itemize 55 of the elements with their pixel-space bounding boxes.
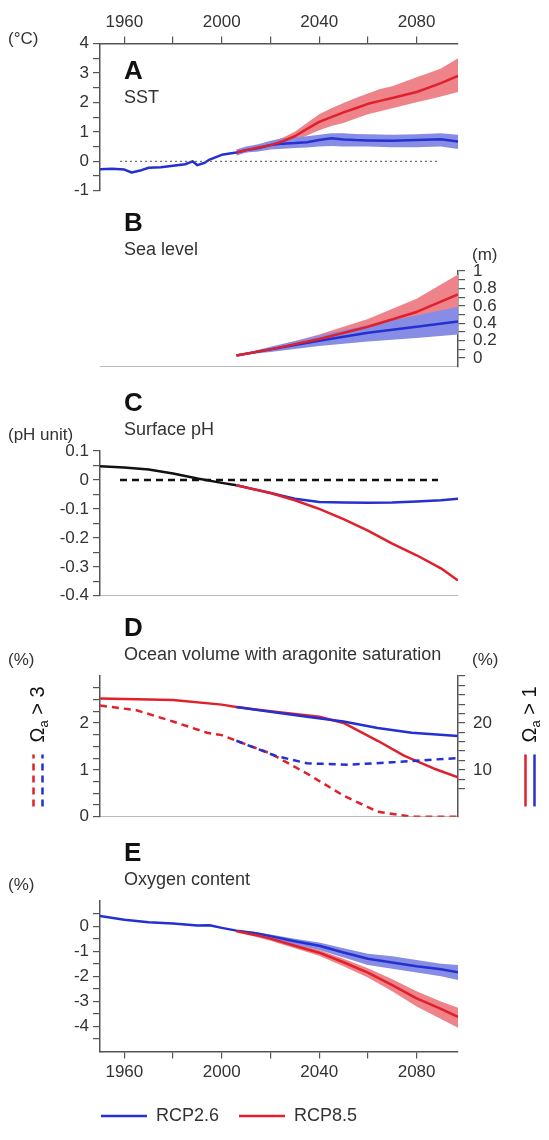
y-axis-title: (%) <box>8 649 35 669</box>
y-tick-label: -4 <box>73 1016 89 1036</box>
y-axis-title: (%) <box>8 874 35 894</box>
y-tick-label: 2 <box>79 712 89 732</box>
x-tick-label: 2040 <box>300 1062 339 1082</box>
text: SST <box>124 87 160 108</box>
y2-tick-label: 10 <box>473 759 492 779</box>
y-tick-label: 0 <box>79 151 89 171</box>
y2-tick-label: 0.6 <box>473 295 497 315</box>
y-tick-label: -0.4 <box>59 585 89 605</box>
chart-subtitle: Ocean volume with aragonite saturation <box>124 644 442 664</box>
y-tick-label: 0 <box>79 806 89 826</box>
y2-axis-title: (m) <box>472 244 498 264</box>
chart-subtitle: Surface pH <box>124 419 215 439</box>
x-tick-label: 1960 <box>105 11 144 31</box>
text: A <box>124 55 143 86</box>
y-tick-label: -1 <box>73 180 89 200</box>
y-tick-label: -3 <box>73 991 89 1011</box>
y-tick-label: -0.1 <box>59 498 89 518</box>
chart-title: B <box>124 207 143 237</box>
y-axis-title: (pH unit) <box>8 424 74 444</box>
y2-tick-label: 20 <box>473 712 492 732</box>
y2-tick-label: 0.8 <box>473 278 497 298</box>
x-tick-label: 2040 <box>300 11 339 31</box>
text: Ωa > 1 <box>517 686 543 743</box>
y2-axis-title: (%) <box>472 649 499 669</box>
x-tick-label: 2000 <box>202 11 241 31</box>
x-tick-label: 1960 <box>105 1062 144 1082</box>
y2-tick-label: 0.4 <box>473 312 497 332</box>
y-tick-label: -2 <box>73 965 89 985</box>
y-tick-label: 4 <box>79 33 89 53</box>
x-tick-label: 2000 <box>202 1062 241 1082</box>
y-tick-label: -0.2 <box>59 527 89 547</box>
chart-subtitle: Sea level <box>124 239 199 259</box>
y-tick-label: 0 <box>79 915 89 935</box>
y-tick-label: -0.3 <box>59 556 89 576</box>
y-tick-label: 2 <box>79 92 89 112</box>
line-series <box>235 739 458 766</box>
legend-label: RCP2.6 <box>155 1104 219 1125</box>
y-tick-label: 0 <box>79 469 89 489</box>
legend-label: RCP8.5 <box>294 1104 358 1125</box>
text: Ωa > 3 <box>25 686 51 743</box>
y-tick-label: 1 <box>79 121 89 141</box>
chart-title: E <box>124 837 142 867</box>
x-tick-label: 2080 <box>397 1062 436 1082</box>
y-tick-label: 3 <box>79 62 89 82</box>
x-tick-label: 2080 <box>397 11 436 31</box>
y2-tick-label: 0.2 <box>473 330 497 350</box>
chart-title: C <box>124 387 143 417</box>
chart-subtitle: Oxygen content <box>124 869 251 889</box>
y-axis-title: (°C) <box>8 29 39 49</box>
y-tick-label: -1 <box>73 940 89 960</box>
chart-title: D <box>124 612 143 642</box>
y2-tick-label: 0 <box>473 347 483 367</box>
y-tick-label: 1 <box>79 759 89 779</box>
